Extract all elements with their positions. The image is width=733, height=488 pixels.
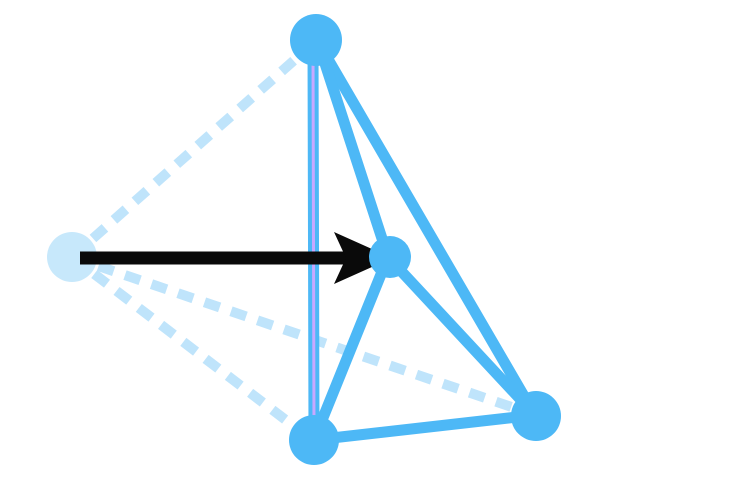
edge-top-bottom-highlight xyxy=(311,50,316,434)
ghost-vertex xyxy=(47,232,97,282)
ghost-edge-top xyxy=(68,44,312,261)
vertex-right xyxy=(511,391,561,441)
move-arrow xyxy=(80,232,392,284)
vertex-top xyxy=(290,14,342,66)
edge-moved-right xyxy=(382,251,541,421)
edge-bottom-right xyxy=(308,409,541,446)
edge-top-right xyxy=(312,36,541,421)
ghost-edge-right xyxy=(70,252,537,420)
ghost-edges xyxy=(68,44,537,444)
ghost-edge-bottom xyxy=(68,253,316,444)
vertices xyxy=(289,14,561,465)
edge-top-moved xyxy=(312,36,394,263)
arrowhead-icon xyxy=(334,232,392,284)
vertex-moved xyxy=(369,236,411,278)
vertex-bottom xyxy=(289,415,339,465)
edge-moved-bottom xyxy=(308,251,394,446)
solid-edges xyxy=(307,36,541,446)
